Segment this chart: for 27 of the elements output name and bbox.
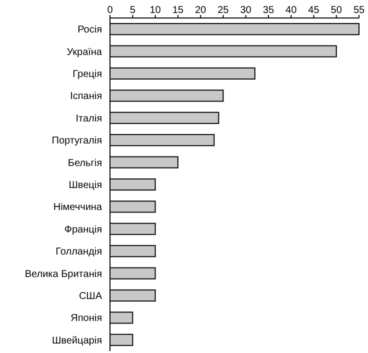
x-tick-label: 55 <box>353 5 365 16</box>
y-tick-label: Росія <box>78 24 102 36</box>
y-tick-label: Франція <box>64 224 102 236</box>
y-tick-label: Велика Британія <box>24 268 102 280</box>
x-tick-label: 25 <box>218 5 230 16</box>
x-tick-label: 50 <box>330 5 342 16</box>
x-tick-label: 10 <box>150 5 162 16</box>
y-tick-label: США <box>78 291 102 302</box>
y-tick-label: Португалія <box>52 136 102 147</box>
y-tick-label: Іспанія <box>70 91 102 102</box>
y-tick-label: Японія <box>70 313 102 324</box>
y-tick-label: Греція <box>72 69 102 80</box>
x-tick-label: 15 <box>172 5 184 16</box>
x-tick-label: 20 <box>194 5 207 16</box>
x-tick-label: 40 <box>286 5 298 16</box>
y-tick-label: Голландія <box>56 246 102 258</box>
y-tick-label: Італія <box>76 113 102 124</box>
y-tick-label: Бельгія <box>68 158 102 169</box>
y-tick-label: Швейцарія <box>52 335 102 346</box>
x-tick-label: 45 <box>308 5 320 16</box>
x-tick-label: 35 <box>262 5 274 16</box>
x-tick-label: 30 <box>240 5 252 16</box>
y-tick-label: Німеччина <box>53 202 102 214</box>
y-tick-label: Швеція <box>68 180 102 191</box>
x-tick-label: 5 <box>130 5 136 16</box>
y-tick-label: Україна <box>66 46 102 58</box>
x-tick-label: 0 <box>107 5 114 16</box>
